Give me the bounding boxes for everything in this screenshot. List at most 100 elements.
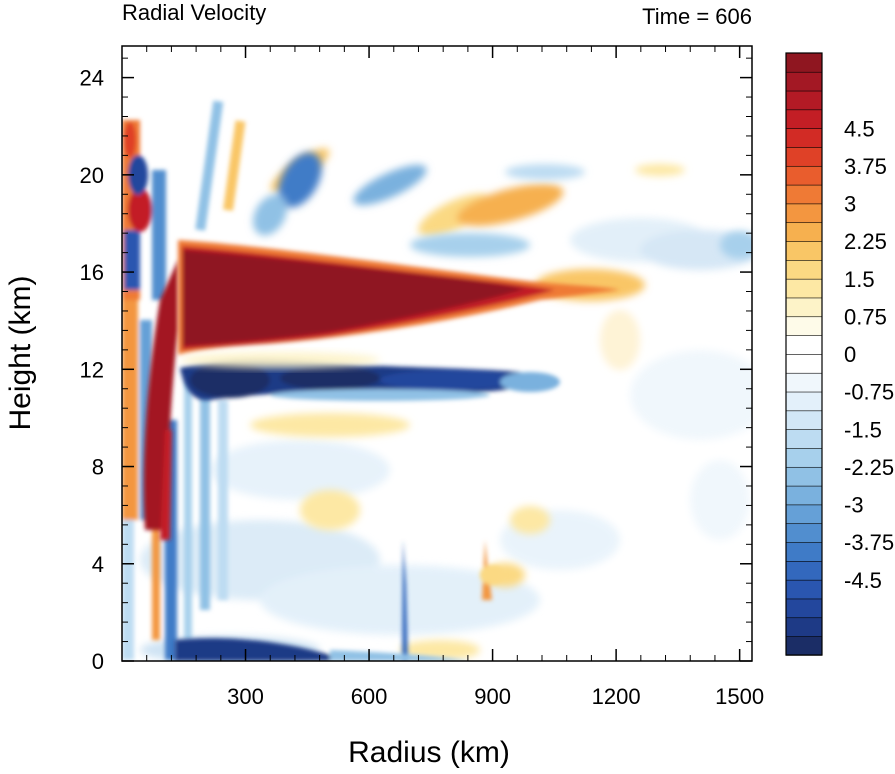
field-streak (195, 100, 224, 231)
colorbar-swatch (785, 71, 823, 92)
y-tick-label: 4 (92, 552, 104, 577)
colorbar-swatch (785, 635, 823, 656)
colorbar-swatch (785, 297, 823, 318)
field-blob (190, 362, 270, 398)
field-blob (260, 565, 540, 635)
colorbar-swatch (785, 353, 823, 374)
colorbar-swatch (785, 560, 823, 581)
colorbar-swatch (785, 203, 823, 224)
colorbar-label: -3.75 (844, 530, 894, 555)
field-streak (218, 400, 228, 600)
field-streak (402, 540, 408, 660)
x-tick-labels: 300 600 900 1200 1500 (227, 684, 764, 709)
colorbar-swatch (785, 504, 823, 525)
tick-marks (122, 46, 752, 662)
field-streak (200, 390, 210, 610)
field-streak (223, 120, 246, 211)
field-blob (180, 352, 380, 368)
field-blob (456, 183, 564, 227)
field-blob (128, 155, 148, 195)
colorbar-label: -0.75 (844, 380, 894, 405)
field-streak (152, 170, 166, 300)
field-blob (410, 233, 530, 257)
y-tick-labels: 0 4 8 12 16 20 24 (80, 66, 104, 674)
colorbar-label: 2.25 (844, 229, 887, 254)
field-blob (720, 231, 752, 259)
field-blob (635, 164, 685, 176)
field-streak (124, 230, 140, 290)
colorbar-label: 1.5 (844, 267, 875, 292)
colorbar-swatch (785, 334, 823, 355)
colorbar-label: -3 (844, 493, 864, 518)
y-tick-label: 8 (92, 455, 104, 480)
x-tick-label: 1500 (715, 684, 764, 709)
x-tick-label: 1200 (592, 684, 641, 709)
colorbar-label: -4.5 (844, 568, 882, 593)
x-axis-title: Radius (km) (348, 736, 510, 769)
plot-frame (121, 45, 753, 662)
field-blob (300, 490, 360, 530)
field-blob (480, 565, 504, 585)
colorbar-swatch (785, 391, 823, 412)
field-blob (353, 164, 427, 206)
colorbar-swatch (785, 316, 823, 336)
y-tick-label: 16 (80, 260, 104, 285)
chart-title-right: Time = 606 (642, 4, 752, 29)
y-tick-label: 12 (80, 357, 104, 382)
outflow-jet-core (183, 250, 525, 346)
colorbar-swatch (785, 146, 823, 167)
field-blob (278, 152, 322, 208)
colorbar-swatch (785, 447, 823, 468)
field-blob (270, 389, 490, 401)
colorbar-label: 0 (844, 342, 856, 367)
field-streak (122, 300, 138, 520)
colorbar-label: 0.75 (844, 304, 887, 329)
x-tick-label: 600 (351, 684, 388, 709)
field-streak (122, 520, 134, 660)
x-tick-label: 900 (474, 684, 511, 709)
colorbar-swatch (785, 127, 823, 148)
y-tick-label: 24 (80, 66, 104, 91)
field-blob (500, 372, 560, 392)
field-blob (210, 440, 390, 500)
x-tick-label: 300 (227, 684, 264, 709)
field-blob (400, 640, 480, 660)
colorbar (785, 52, 823, 656)
colorbar-swatch (785, 579, 823, 600)
colorbar-swatch (785, 523, 823, 543)
colorbar-swatch (785, 165, 823, 186)
field-streak (184, 380, 192, 640)
chart-title-left: Radial Velocity (122, 0, 266, 25)
field-streak (152, 440, 160, 640)
colorbar-swatch (785, 617, 823, 637)
colorbar-swatch (785, 259, 823, 280)
field-blob (280, 366, 380, 390)
field-blob (600, 310, 640, 370)
eyewall-outflow (160, 430, 172, 540)
y-tick-label: 0 (92, 649, 104, 674)
colorbar-swatch (785, 466, 823, 487)
field-blob (252, 194, 288, 236)
y-tick-label: 20 (80, 163, 104, 188)
colorbar-swatch (785, 410, 823, 430)
y-axis-title: Height (km) (4, 275, 37, 430)
colorbar-label: -2.25 (844, 455, 894, 480)
colorbar-swatch (785, 372, 823, 393)
colorbar-swatch (785, 52, 823, 73)
colorbar-labels: 4.5 3.75 3 2.25 1.5 0.75 0 -0.75 -1.5 -2.25 -3 -3.7… (844, 116, 894, 593)
colorbar-frame (785, 52, 823, 656)
field-blob (128, 188, 152, 232)
field-blob (690, 460, 750, 540)
colorbar-swatch (785, 598, 823, 619)
colorbar-swatch (785, 90, 823, 111)
colorbar-swatch (785, 541, 823, 562)
field-blob (505, 164, 585, 180)
colorbar-label: 3 (844, 192, 856, 217)
field-blob (250, 413, 410, 437)
field-blob (630, 350, 752, 440)
colorbar-swatch (785, 222, 823, 242)
colorbar-label: 3.75 (844, 154, 887, 179)
colorbar-label: -1.5 (844, 417, 882, 442)
eyewall-outflow (143, 260, 178, 530)
